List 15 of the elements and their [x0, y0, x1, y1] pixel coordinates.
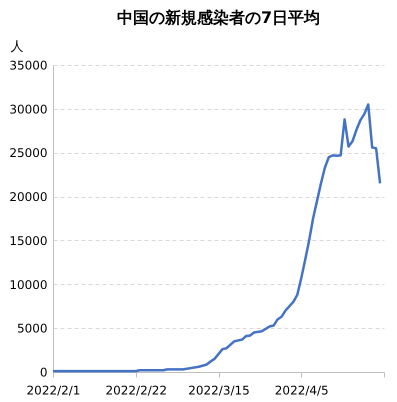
y-tick-label: 15000	[9, 234, 48, 248]
chart-title: 中国の新規感染者の7日平均	[116, 8, 320, 27]
y-axis-title: 人	[10, 40, 24, 54]
x-tick-label: 2022/2/1	[26, 384, 80, 398]
y-tick-label: 25000	[9, 146, 48, 160]
x-tick-label: 2022/4/5	[274, 384, 329, 398]
y-tick-label: 30000	[9, 102, 48, 116]
line-series	[52, 103, 382, 372]
y-tick-label: 20000	[9, 190, 48, 204]
y-tick-label: 0	[40, 366, 48, 380]
x-tick-label: 2022/3/15	[188, 384, 250, 398]
x-tick-label: 2022/2/22	[105, 384, 168, 398]
y-tick-label: 5000	[16, 322, 48, 336]
y-tick-label: 10000	[9, 278, 48, 292]
y-tick-label: 35000	[9, 58, 48, 72]
